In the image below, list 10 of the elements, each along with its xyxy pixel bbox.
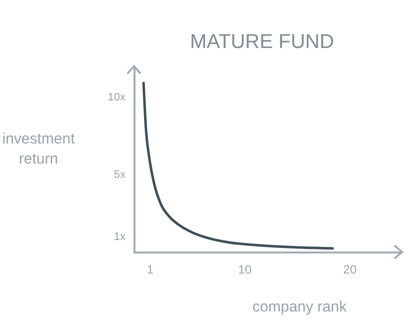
x-tick-label: 1: [146, 262, 154, 276]
chart-title: MATURE FUND: [190, 31, 334, 53]
y-axis-title: investment return: [2, 130, 76, 168]
y-tick-label: 5x: [114, 169, 126, 181]
line-series: [142, 82, 334, 250]
x-axis-title: company rank: [252, 298, 348, 316]
y-tick-label: 10x: [108, 92, 126, 104]
x-tick-label: 20: [343, 262, 357, 276]
x-tick-label: 10: [238, 262, 252, 276]
y-tick-label: 1x: [114, 231, 126, 243]
